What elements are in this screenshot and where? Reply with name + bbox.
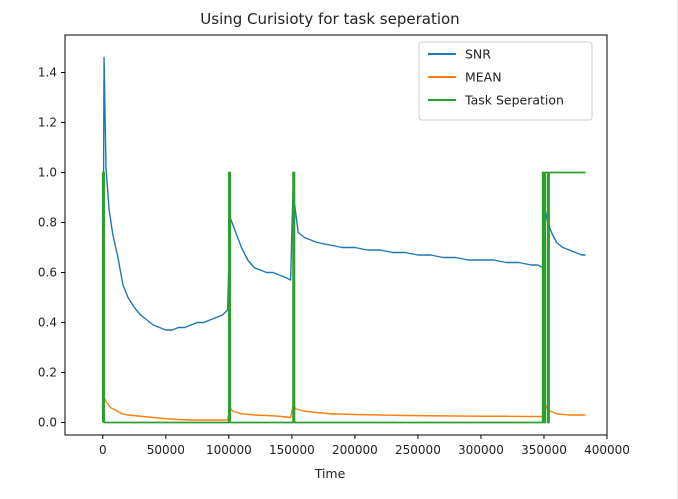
y-tick-label: 1.0 bbox=[38, 166, 57, 180]
y-tick-label: 0.0 bbox=[38, 416, 57, 430]
x-tick-label: 250000 bbox=[395, 443, 441, 457]
y-axis: 0.0 0.2 0.4 0.6 0.8 1.0 1.2 1.4 bbox=[38, 66, 65, 430]
series-line-snr bbox=[102, 56, 586, 348]
plot-area bbox=[101, 56, 586, 424]
x-tick-label: 200000 bbox=[332, 443, 378, 457]
x-tick-label: 50000 bbox=[147, 443, 185, 457]
x-tick-label: 0 bbox=[99, 443, 107, 457]
y-tick-label: 1.4 bbox=[38, 66, 57, 80]
plot-frame bbox=[64, 34, 608, 436]
y-tick-label: 1.2 bbox=[38, 116, 57, 130]
series-layer bbox=[101, 56, 586, 424]
legend-frame bbox=[418, 41, 593, 121]
x-axis-label: Time bbox=[314, 466, 346, 481]
x-tick-label: 300000 bbox=[458, 443, 504, 457]
x-tick-label: 350000 bbox=[521, 443, 567, 457]
legend-label-task-seperation: Task Seperation bbox=[464, 93, 564, 108]
y-tick-label: 0.2 bbox=[38, 366, 57, 380]
chart-title: Using Curisioty for task seperation bbox=[200, 10, 459, 28]
y-tick-label: 0.6 bbox=[38, 266, 57, 280]
x-axis: 0 50000 100000 150000 200000 250000 300000 3500… bbox=[99, 435, 630, 457]
x-tick-label: 100000 bbox=[206, 443, 252, 457]
y-tick-label: 0.4 bbox=[38, 316, 57, 330]
x-tick-label: 400000 bbox=[584, 443, 630, 457]
series-line-task-seperation bbox=[101, 171, 586, 424]
legend-label-mean: MEAN bbox=[465, 70, 502, 85]
y-tick-label: 0.8 bbox=[38, 216, 57, 230]
legend-label-snr: SNR bbox=[465, 47, 491, 62]
series-line-mean bbox=[102, 396, 586, 421]
x-tick-label: 150000 bbox=[269, 443, 315, 457]
legend: SNR MEAN Task Seperation bbox=[418, 41, 593, 121]
